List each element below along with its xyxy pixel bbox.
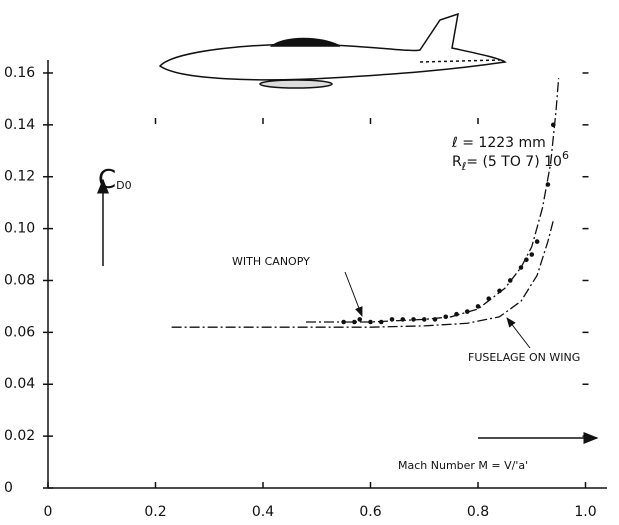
- data-point: [389, 317, 395, 322]
- data-point: [524, 257, 529, 263]
- y-tick-label: 0.12: [4, 169, 35, 185]
- x-label: Mach Number M = V/'a': [398, 459, 528, 472]
- reynolds-text: = (5 TO 7) 10: [466, 154, 562, 170]
- data-point: [443, 314, 449, 320]
- reynolds-sub: ℓ: [461, 160, 467, 173]
- y-label-sub: D0: [116, 179, 131, 192]
- data-point: [352, 319, 357, 325]
- data-point: [545, 182, 551, 187]
- data-point: [534, 239, 540, 244]
- series-line: [306, 78, 560, 323]
- data-point: [357, 317, 363, 322]
- x-tick-label: 1.0: [574, 504, 596, 520]
- data-point: [341, 319, 346, 325]
- reynolds-main: R: [452, 154, 462, 170]
- y-tick-label: 0: [4, 480, 13, 496]
- reynolds-sup: 6: [562, 149, 569, 162]
- y-tick-label: 0.14: [4, 117, 35, 133]
- y-tick-label: 0.08: [4, 272, 35, 288]
- data-point: [497, 288, 502, 294]
- y-tick-label: 0.06: [4, 324, 35, 340]
- y-tick-label: 0.02: [4, 428, 35, 444]
- y-tick-label: 0.10: [4, 221, 35, 237]
- data-point: [400, 317, 406, 322]
- x-tick-label: 0.4: [252, 504, 274, 520]
- x-tick-label: 0.6: [359, 504, 381, 520]
- aircraft-sketch: [158, 12, 507, 89]
- data-point: [432, 317, 438, 322]
- data-point: [454, 311, 459, 317]
- y-label-main: C: [98, 165, 116, 195]
- data-point: [486, 296, 492, 301]
- y-tick-label: 0.04: [4, 376, 35, 392]
- length-label: ℓ = 1223 mm: [451, 135, 546, 151]
- data-point: [368, 319, 373, 325]
- data-point: [550, 122, 556, 128]
- data-point: [464, 309, 470, 314]
- reynolds-label: Rℓ= (5 TO 7) 106: [452, 149, 569, 173]
- data-point: [411, 317, 416, 322]
- series-line: [171, 220, 554, 328]
- data-point: [475, 304, 481, 309]
- data-point: [378, 319, 384, 325]
- x-tick-label: 0.2: [144, 504, 166, 520]
- data-point: [518, 265, 524, 270]
- series-label: FUSELAGE ON WING: [468, 351, 580, 364]
- series-label: WITH CANOPY: [232, 255, 310, 268]
- data-point: [529, 252, 535, 257]
- y-tick-label: 0.16: [4, 65, 35, 81]
- x-tick-label: 0: [44, 504, 53, 520]
- series-arrow: [506, 317, 531, 349]
- data-point: [507, 278, 513, 283]
- series-arrow: [344, 271, 363, 317]
- x-tick-label: 0.8: [467, 504, 489, 520]
- data-point: [421, 317, 427, 322]
